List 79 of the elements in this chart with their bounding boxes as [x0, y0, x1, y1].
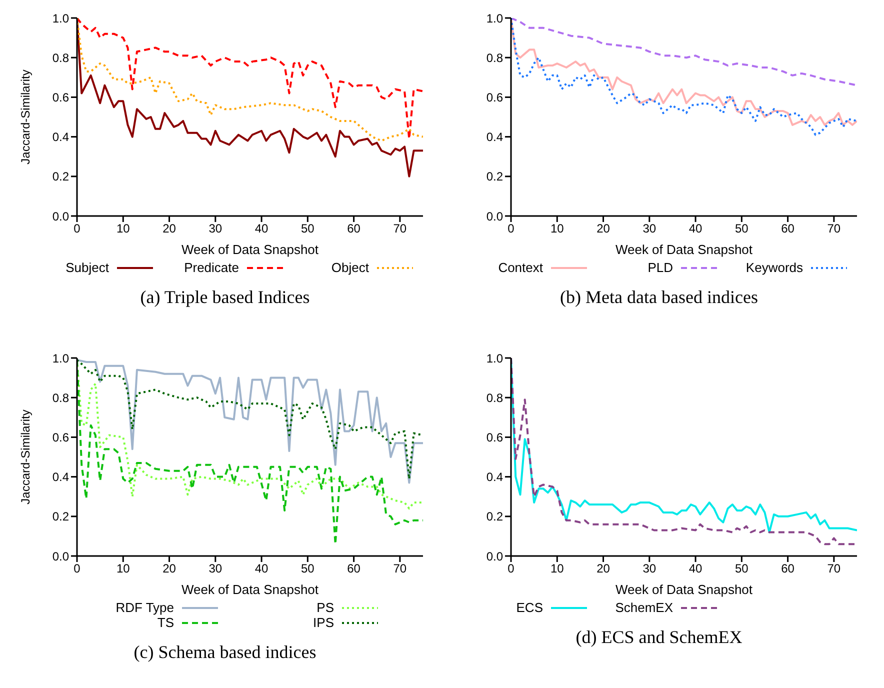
y-tick-label: 0.6	[52, 90, 70, 104]
x-tick-label: 0	[74, 222, 81, 236]
x-tick-label: 60	[347, 222, 361, 236]
y-tick-label: 0.8	[52, 50, 70, 65]
x-tick-label: 70	[827, 562, 841, 576]
y-tick-label: 0.4	[52, 470, 70, 484]
legend-label: RDF Type	[116, 600, 174, 615]
x-tick-label: 70	[393, 562, 407, 576]
x-axis-title: Week of Data Snapshot	[181, 242, 319, 257]
legend-label: ECS	[516, 600, 543, 615]
x-axis-title: Week of Data Snapshot	[615, 242, 753, 257]
x-tick-label: 20	[596, 222, 610, 236]
y-tick-label: 0.4	[486, 130, 504, 144]
y-tick-label: 1.0	[486, 11, 504, 26]
legend-label: Context	[498, 260, 543, 275]
legend-label: PLD	[648, 260, 673, 275]
x-tick-label: 20	[596, 562, 610, 576]
text: (c) Schema based indices	[134, 642, 316, 663]
x-tick-label: 60	[347, 562, 361, 576]
legend-label: SchemEX	[615, 600, 673, 615]
x-axis-title: Week of Data Snapshot	[181, 582, 319, 597]
y-tick-label: 0.8	[52, 390, 70, 405]
x-tick-label: 50	[734, 562, 749, 576]
y-tick-label: 0.0	[486, 209, 504, 224]
x-tick-label: 40	[688, 562, 703, 576]
text: (a) Triple based Indices	[140, 287, 310, 308]
y-tick-label: 0.0	[52, 549, 70, 564]
y-tick-label: 0.2	[52, 170, 70, 184]
y-tick-label: 0.8	[486, 390, 504, 405]
x-tick-label: 0	[508, 222, 515, 236]
text: (d) ECS and SchemEX	[576, 627, 742, 648]
x-tick-label: 50	[300, 222, 315, 236]
legend-label: Predicate	[184, 260, 239, 275]
x-tick-label: 10	[116, 222, 130, 236]
legend-label: TS	[157, 615, 174, 630]
x-tick-label: 10	[550, 562, 564, 576]
y-tick-label: 0.0	[486, 549, 504, 564]
legend-label: Object	[331, 260, 369, 275]
x-tick-label: 0	[508, 562, 515, 576]
x-tick-label: 60	[781, 222, 795, 236]
legend-label: PS	[316, 600, 334, 615]
x-tick-label: 40	[254, 562, 269, 576]
x-tick-label: 20	[162, 222, 176, 236]
y-tick-label: 1.0	[52, 11, 70, 26]
x-tick-label: 0	[74, 562, 81, 576]
y-tick-label: 1.0	[486, 351, 504, 366]
x-tick-label: 10	[116, 562, 130, 576]
x-tick-label: 50	[300, 562, 315, 576]
text: (b) Meta data based indices	[560, 287, 758, 308]
x-tick-label: 60	[781, 562, 795, 576]
y-tick-label: 0.6	[486, 430, 504, 444]
y-tick-label: 0.2	[486, 510, 504, 524]
y-tick-label: 0.0	[52, 209, 70, 224]
x-tick-label: 30	[642, 222, 656, 236]
x-axis-title: Week of Data Snapshot	[615, 582, 753, 597]
x-tick-label: 70	[393, 222, 407, 236]
x-tick-label: 30	[642, 562, 656, 576]
y-axis-title: Jaccard-Similarity	[18, 410, 32, 504]
x-tick-label: 20	[162, 562, 176, 576]
x-tick-label: 30	[208, 222, 222, 236]
x-tick-label: 30	[208, 562, 222, 576]
y-axis-title: Jaccard-Similarity	[18, 70, 32, 164]
y-tick-label: 0.2	[486, 170, 504, 184]
legend-label: Subject	[66, 260, 109, 275]
y-tick-label: 0.4	[486, 470, 504, 484]
y-tick-label: 0.6	[486, 90, 504, 104]
x-tick-label: 50	[734, 222, 749, 236]
x-tick-label: 40	[254, 222, 269, 236]
legend-label: Keywords	[746, 260, 803, 275]
x-tick-label: 40	[688, 222, 703, 236]
y-tick-label: 0.2	[52, 510, 70, 524]
y-tick-label: 1.0	[52, 351, 70, 366]
legend-label: IPS	[313, 615, 334, 630]
line-series	[511, 18, 857, 86]
y-tick-label: 0.8	[486, 50, 504, 65]
x-tick-label: 70	[827, 222, 841, 236]
y-tick-label: 0.6	[52, 430, 70, 444]
y-tick-label: 0.4	[52, 130, 70, 144]
x-tick-label: 10	[550, 222, 564, 236]
